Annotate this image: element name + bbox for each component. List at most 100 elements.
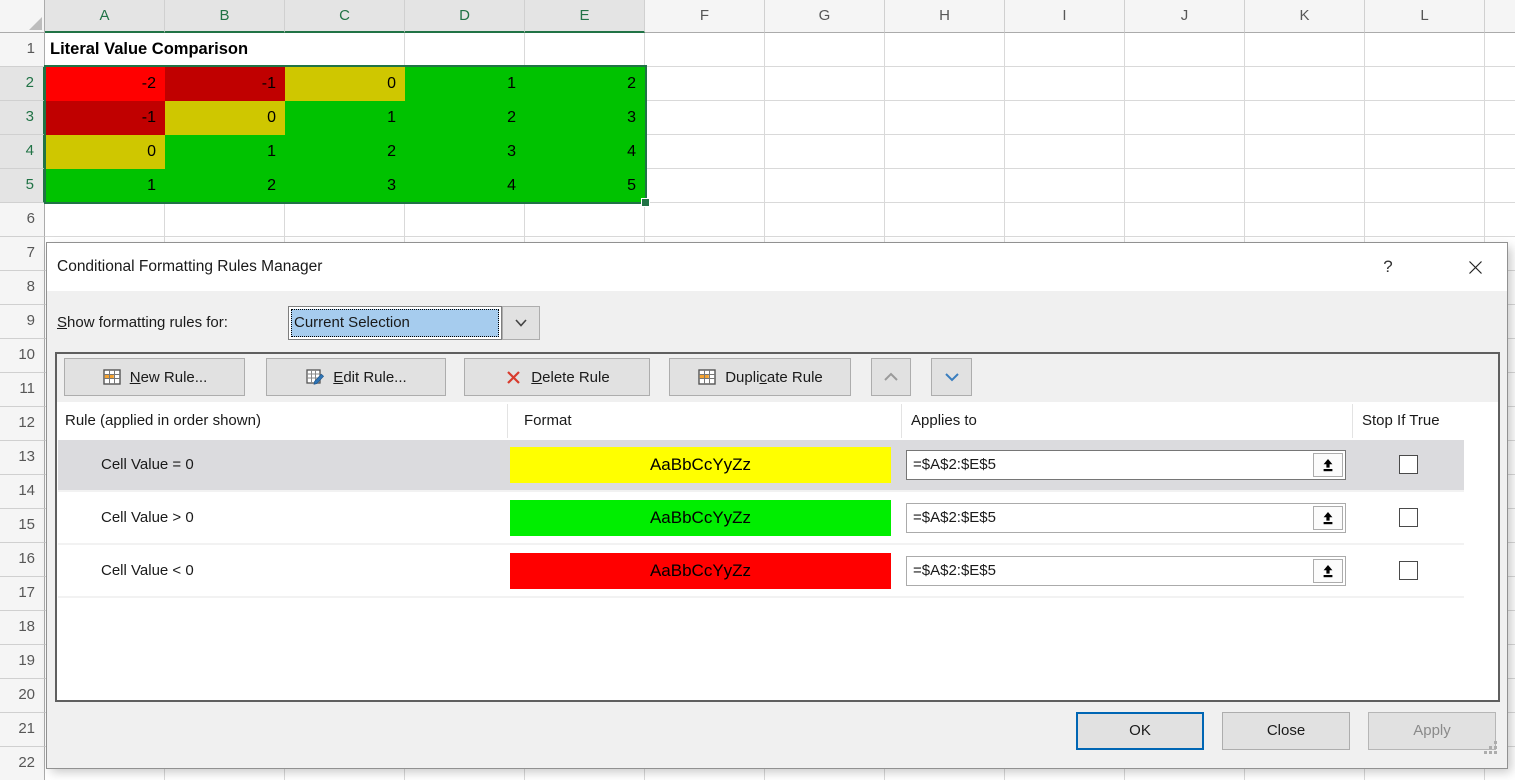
cell-A2[interactable]: -2 (45, 67, 165, 101)
row-header-10[interactable]: 10 (0, 339, 45, 373)
cell-E2[interactable]: 2 (525, 67, 645, 101)
row-header-6[interactable]: 6 (0, 203, 45, 237)
row-header-19[interactable]: 19 (0, 645, 45, 679)
select-all-corner[interactable] (0, 0, 45, 33)
row-header-9[interactable]: 9 (0, 305, 45, 339)
chevron-down-icon[interactable] (502, 306, 540, 340)
resize-grip[interactable] (1494, 751, 1497, 754)
edit-rule-button[interactable]: Edit Rule... (266, 358, 446, 396)
header-divider (507, 404, 508, 438)
stop-if-true-checkbox[interactable] (1399, 455, 1418, 474)
column-header-partial[interactable] (1485, 0, 1515, 33)
show-rules-for-dropdown[interactable]: Current Selection (288, 306, 540, 340)
column-header-I[interactable]: I (1005, 0, 1125, 33)
rule-row[interactable]: Cell Value = 0 AaBbCcYyZz =$A$2:$E$5 (58, 440, 1464, 490)
column-header-G[interactable]: G (765, 0, 885, 33)
column-header-stop-if-true: Stop If True (1362, 412, 1440, 429)
row-header-17[interactable]: 17 (0, 577, 45, 611)
move-rule-down-button[interactable] (931, 358, 972, 396)
collapse-dialog-icon[interactable] (1313, 453, 1343, 477)
row-header-7[interactable]: 7 (0, 237, 45, 271)
column-header-C[interactable]: C (285, 0, 405, 33)
rules-panel: New Rule... Edit Rule... Delete Rule Duplic… (55, 352, 1500, 702)
row-header-18[interactable]: 18 (0, 611, 45, 645)
row-header-4[interactable]: 4 (0, 135, 45, 169)
conditional-formatting-rules-manager-dialog: Conditional Formatting Rules Manager ? S… (47, 243, 1507, 768)
duplicate-rule-button[interactable]: Duplicate Rule (669, 358, 851, 396)
cell-C2[interactable]: 0 (285, 67, 405, 101)
stop-if-true-checkbox[interactable] (1399, 508, 1418, 527)
cell-B4[interactable]: 1 (165, 135, 285, 169)
column-header-J[interactable]: J (1125, 0, 1245, 33)
move-rule-up-button[interactable] (871, 358, 911, 396)
new-rule-button[interactable]: New Rule... (64, 358, 245, 396)
row-header-5[interactable]: 5 (0, 169, 45, 203)
row-divider (58, 543, 1464, 545)
column-header-A[interactable]: A (45, 0, 165, 33)
column-header-E[interactable]: E (525, 0, 645, 33)
rule-row[interactable]: Cell Value > 0 AaBbCcYyZz =$A$2:$E$5 (58, 493, 1464, 543)
cell-C5[interactable]: 3 (285, 169, 405, 203)
row-header-14[interactable]: 14 (0, 475, 45, 509)
cell-E5[interactable]: 5 (525, 169, 645, 203)
cell-B2[interactable]: -1 (165, 67, 285, 101)
rule-row[interactable]: Cell Value < 0 AaBbCcYyZz =$A$2:$E$5 (58, 546, 1464, 596)
dialog-titlebar[interactable]: Conditional Formatting Rules Manager ? (47, 243, 1507, 291)
cell-E3[interactable]: 3 (525, 101, 645, 135)
cell-C4[interactable]: 2 (285, 135, 405, 169)
red-x-icon (504, 368, 523, 387)
applies-to-input[interactable]: =$A$2:$E$5 (906, 450, 1346, 480)
row-header-22[interactable]: 22 (0, 747, 45, 780)
cell-D2[interactable]: 1 (405, 67, 525, 101)
rule-description: Cell Value > 0 (101, 509, 194, 526)
column-header-F[interactable]: F (645, 0, 765, 33)
cell-B3[interactable]: 0 (165, 101, 285, 135)
row-header-8[interactable]: 8 (0, 271, 45, 305)
cell-D4[interactable]: 3 (405, 135, 525, 169)
row-header-1[interactable]: 1 (0, 33, 45, 67)
stop-if-true-checkbox[interactable] (1399, 561, 1418, 580)
delete-rule-button[interactable]: Delete Rule (464, 358, 650, 396)
cell-E4[interactable]: 4 (525, 135, 645, 169)
applies-to-input[interactable]: =$A$2:$E$5 (906, 556, 1346, 586)
cell-A3[interactable]: -1 (45, 101, 165, 135)
close-icon[interactable] (1455, 243, 1495, 291)
help-icon[interactable]: ? (1383, 257, 1393, 276)
row-header-21[interactable]: 21 (0, 713, 45, 747)
column-header-rule: Rule (applied in order shown) (65, 412, 261, 429)
column-header-D[interactable]: D (405, 0, 525, 33)
table-edit-icon (305, 367, 325, 387)
column-header-K[interactable]: K (1245, 0, 1365, 33)
row-header-3[interactable]: 3 (0, 101, 45, 135)
row-header-2[interactable]: 2 (0, 67, 45, 101)
collapse-dialog-icon[interactable] (1313, 559, 1343, 583)
cell-B5[interactable]: 2 (165, 169, 285, 203)
column-header-format: Format (524, 412, 572, 429)
dropdown-value[interactable]: Current Selection (288, 306, 502, 340)
cell-D3[interactable]: 2 (405, 101, 525, 135)
fill-handle[interactable] (641, 198, 650, 207)
column-header-H[interactable]: H (885, 0, 1005, 33)
format-preview-swatch: AaBbCcYyZz (510, 447, 891, 483)
row-header-11[interactable]: 11 (0, 373, 45, 407)
row-header-20[interactable]: 20 (0, 679, 45, 713)
cell-C3[interactable]: 1 (285, 101, 405, 135)
row-header-12[interactable]: 12 (0, 407, 45, 441)
row-header-16[interactable]: 16 (0, 543, 45, 577)
row-divider (58, 490, 1464, 492)
apply-button[interactable]: Apply (1368, 712, 1496, 750)
collapse-dialog-icon[interactable] (1313, 506, 1343, 530)
rules-toolbar: New Rule... Edit Rule... Delete Rule Duplic… (57, 354, 1498, 402)
row-header-13[interactable]: 13 (0, 441, 45, 475)
cell-A5[interactable]: 1 (45, 169, 165, 203)
cell-A1[interactable]: Literal Value Comparison (45, 33, 404, 66)
applies-to-input[interactable]: =$A$2:$E$5 (906, 503, 1346, 533)
ok-button[interactable]: OK (1076, 712, 1204, 750)
row-header-15[interactable]: 15 (0, 509, 45, 543)
column-header-B[interactable]: B (165, 0, 285, 33)
close-button[interactable]: Close (1222, 712, 1350, 750)
cell-D5[interactable]: 4 (405, 169, 525, 203)
column-header-L[interactable]: L (1365, 0, 1485, 33)
rules-list: Rule (applied in order shown) Format App… (57, 402, 1498, 700)
cell-A4[interactable]: 0 (45, 135, 165, 169)
